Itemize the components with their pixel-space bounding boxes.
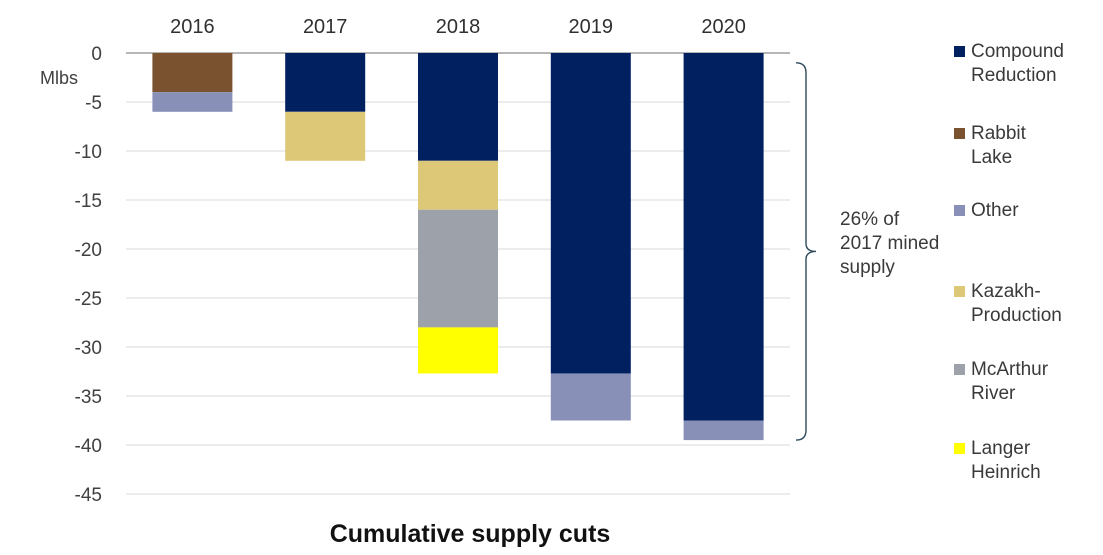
legend-item-langer-heinrich: Langer Heinrich [954, 437, 1066, 485]
legend-item-kazakh-production: Kazakh-Production [954, 280, 1096, 328]
y-axis-label: Mlbs [40, 68, 78, 88]
bar-2016-other [152, 92, 233, 112]
x-tick-label: 2017 [303, 16, 348, 38]
annotation-text: 26% of 2017 mined supply [840, 209, 940, 278]
legend-label-compound-reduction: Compound Reduction [971, 41, 1064, 86]
x-tick-label: 2018 [436, 16, 481, 38]
y-tick-label: -25 [75, 289, 102, 310]
y-tick-label: 0 [91, 44, 102, 65]
chart-title: Cumulative supply cuts [329, 520, 611, 548]
legend-swatch-other [954, 205, 965, 216]
x-tick-label: 2019 [569, 16, 614, 38]
bar-2018-langer-heinrich [418, 327, 498, 374]
y-tick-label: -20 [75, 240, 102, 261]
bar-2017-kazakh-production [285, 111, 366, 161]
legend-item-other: Other [954, 199, 1101, 223]
y-tick-label: -40 [75, 436, 102, 457]
legend-item-compound-reduction: Compound Reduction [954, 40, 1101, 88]
y-tick-label: -15 [75, 191, 102, 212]
legend-swatch-compound-reduction [954, 46, 965, 57]
y-tick-label: -10 [75, 142, 102, 163]
legend-label-kazakh-production: Kazakh-Production [971, 281, 1062, 326]
legend-swatch-langer-heinrich [954, 443, 965, 454]
y-tick-label: -45 [75, 485, 102, 506]
bar-2020-compound-reduction [683, 53, 764, 421]
legend-label-langer-heinrich: Langer Heinrich [971, 438, 1041, 483]
bar-2017-compound-reduction [285, 53, 366, 112]
annotation-bracket [795, 62, 817, 441]
legend-label-other: Other [971, 200, 1019, 221]
bar-2018-kazakh-production [418, 160, 498, 210]
legend-swatch-kazakh-production [954, 286, 965, 297]
legend-swatch-mcarthur-river [954, 364, 965, 375]
bar-2018-compound-reduction [418, 53, 498, 161]
x-tick-label: 2016 [170, 16, 215, 38]
y-tick-label: -5 [85, 93, 102, 114]
legend-item-rabbit-lake: Rabbit Lake [954, 122, 1056, 170]
bar-2019-other [550, 373, 631, 421]
x-tick-label: 2020 [701, 16, 746, 38]
bar-2019-compound-reduction [550, 53, 631, 374]
y-tick-label: -30 [75, 338, 102, 359]
legend-swatch-rabbit-lake [954, 128, 965, 139]
legend-label-rabbit-lake: Rabbit Lake [971, 123, 1026, 168]
y-tick-label: -35 [75, 387, 102, 408]
bar-2020-other [683, 420, 764, 441]
legend-label-mcarthur-river: McArthur River [971, 359, 1049, 404]
bar-2018-mcarthur-river [418, 209, 498, 328]
bar-2016-rabbit-lake [152, 53, 233, 93]
legend-item-mcarthur-river: McArthur River [954, 358, 1086, 406]
